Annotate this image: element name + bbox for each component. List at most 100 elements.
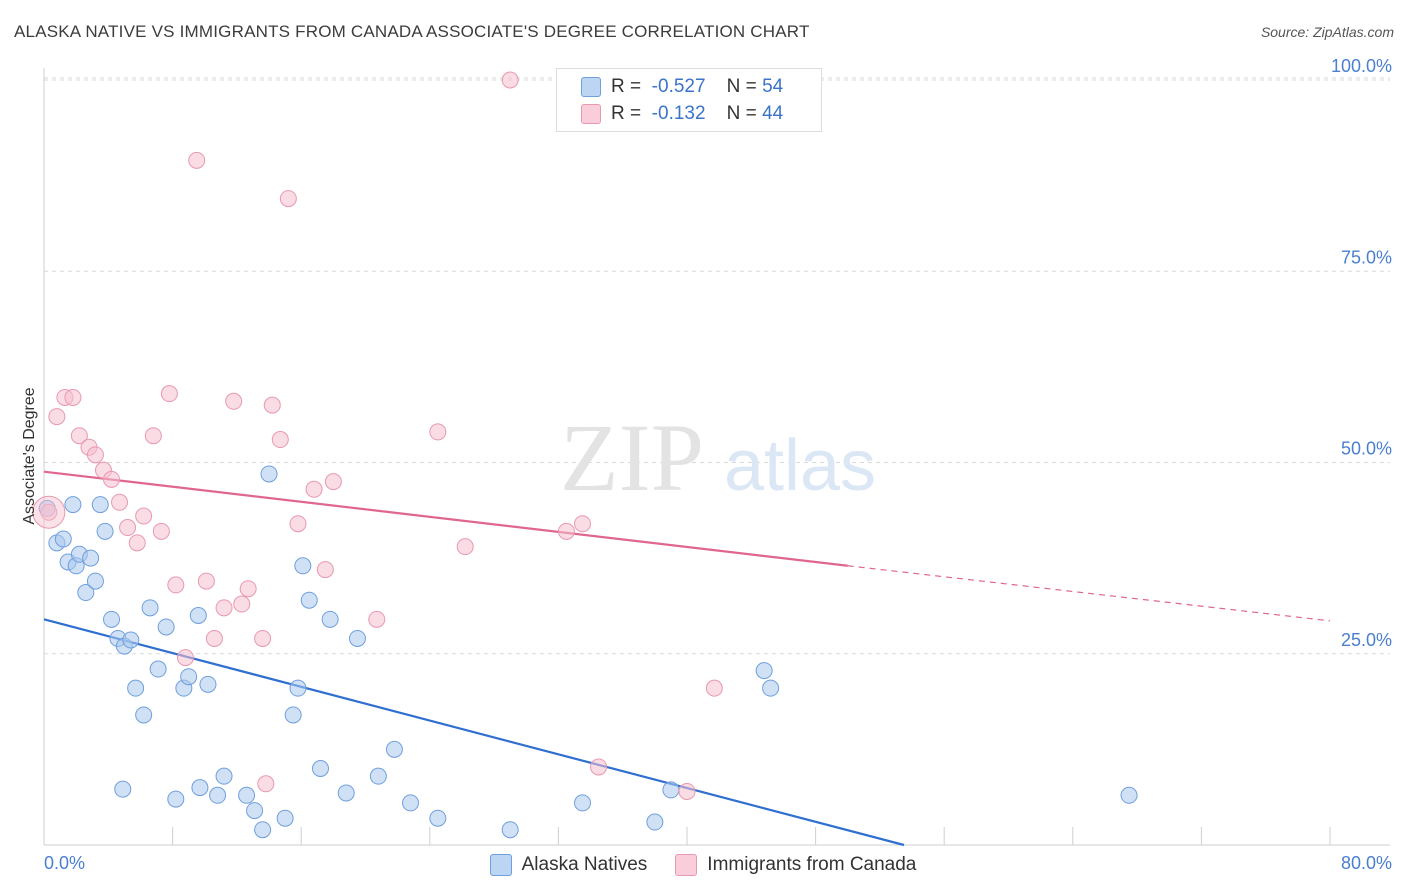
x-tick-label-max: 80.0% <box>1341 853 1392 873</box>
alaska-natives-point <box>54 530 72 548</box>
alaska-natives-point <box>82 549 100 567</box>
alaska-natives-point <box>284 706 302 724</box>
immigrants-canada-point <box>128 534 146 552</box>
grid-lines <box>44 77 1390 655</box>
immigrants-canada-point <box>557 522 575 540</box>
immigrants-canada-point <box>205 629 223 647</box>
legend-row-alaska: R = -0.527 N = 54 <box>581 75 783 99</box>
r-value: -0.527 <box>651 76 706 97</box>
immigrants-canada-point <box>48 408 66 426</box>
immigrants-canada-point <box>144 427 162 445</box>
alaska-natives-point <box>209 786 227 804</box>
immigrants-canada-point <box>167 576 185 594</box>
immigrants-canada-point <box>254 629 272 647</box>
legend-item-immigrants-canada[interactable]: Immigrants from Canada <box>675 854 916 876</box>
alaska-natives-point <box>574 794 592 812</box>
alaska-natives-point <box>246 802 264 820</box>
alaska-natives-point <box>167 790 185 808</box>
alaska-natives-point <box>276 809 294 827</box>
alaska-natives-point <box>311 760 329 777</box>
immigrants-canada-point <box>305 480 323 498</box>
immigrants-canada-point <box>40 503 58 521</box>
immigrants-canada-point <box>119 519 137 537</box>
alaska-natives-point <box>1120 786 1138 804</box>
immigrants-canada-point <box>64 388 82 406</box>
immigrants-canada-point <box>233 595 251 613</box>
legend-label: Immigrants from Canada <box>707 854 917 875</box>
alaska-natives-trend-line <box>43 618 905 847</box>
alaska-natives-point <box>294 557 312 575</box>
immigrants-canada-point <box>160 385 178 403</box>
immigrants-canada-point <box>188 151 206 169</box>
immigrants-canada-point <box>176 649 194 667</box>
alaska-natives-point <box>157 618 175 636</box>
immigrants-canada-point <box>456 538 474 556</box>
alaska-natives-point <box>91 496 109 514</box>
immigrants-canada-point <box>152 522 170 540</box>
r-label: R = <box>611 103 642 124</box>
legend-item-alaska-natives[interactable]: Alaska Natives <box>489 854 648 876</box>
y-tick-label: 100.0% <box>1331 56 1392 76</box>
immigrants-canada-point <box>590 758 608 776</box>
immigrants-canada-trend-extension <box>847 565 1331 622</box>
r-value: -0.132 <box>651 103 706 124</box>
immigrants-canada-point <box>574 515 592 533</box>
watermark-atlas: atlas <box>724 426 876 506</box>
immigrants-canada-point <box>324 473 342 491</box>
immigrants-canada-point <box>705 679 723 697</box>
alaska-natives-point <box>149 660 167 678</box>
alaska-natives-point <box>402 794 420 812</box>
canada-swatch <box>581 104 601 124</box>
immigrants-canada-point <box>239 580 257 598</box>
immigrants-canada-point <box>225 392 243 410</box>
immigrants-canada-point <box>86 446 104 464</box>
alaska-natives-point <box>289 679 307 697</box>
alaska-natives-point <box>180 668 198 686</box>
immigrants-canada-point <box>279 190 297 208</box>
n-value: 54 <box>762 76 784 97</box>
tick-labels: 25.0% 50.0% 75.0% 100.0% 0.0% 80.0% <box>44 56 1392 873</box>
legend-label: Alaska Natives <box>521 854 648 875</box>
alaska-natives-point <box>86 572 104 590</box>
y-tick-label: 25.0% <box>1341 630 1392 650</box>
alaska-natives-point <box>662 781 680 799</box>
alaska-natives-point <box>135 706 153 724</box>
alaska-natives-point <box>191 779 209 797</box>
n-label: N = <box>726 103 757 124</box>
alaska-natives-point <box>762 679 780 697</box>
immigrants-canada-point <box>678 782 696 800</box>
immigrants-canada-point <box>70 427 88 445</box>
alaska-natives-point <box>348 629 366 647</box>
watermark-zip: ZIP <box>560 404 704 511</box>
alaska-natives-point <box>215 767 233 785</box>
n-value: 44 <box>762 103 784 124</box>
alaska-natives-point <box>300 591 318 609</box>
alaska-natives-point <box>646 813 664 831</box>
alaska-natives-point <box>254 821 272 839</box>
alaska-natives-swatch <box>489 854 512 876</box>
alaska-natives-point <box>369 767 387 785</box>
axes <box>43 68 1390 846</box>
immigrants-canada-trend-line <box>43 470 848 567</box>
alaska-natives-point <box>114 780 132 798</box>
immigrants-canada-swatch <box>675 854 698 876</box>
immigrants-canada-point <box>215 599 233 617</box>
immigrants-canada-point <box>316 561 334 579</box>
immigrants-canada-point <box>501 71 519 89</box>
alaska-natives-point <box>103 610 121 628</box>
alaska-natives-point <box>385 740 403 758</box>
immigrants-canada-point <box>289 515 307 533</box>
immigrants-canada-point <box>263 396 281 414</box>
alaska-natives-point <box>122 631 140 649</box>
alaska-natives-point <box>127 679 145 697</box>
alaska-natives-point <box>321 610 339 628</box>
series-legend: Alaska Natives Immigrants from Canada <box>0 852 1406 878</box>
source-note: Source: ZipAtlas.com <box>1260 24 1394 40</box>
chart-title: ALASKA NATIVE VS IMMIGRANTS FROM CANADA … <box>14 22 810 41</box>
alaska-natives-point <box>96 522 114 540</box>
n-label: N = <box>726 76 757 97</box>
alaska-natives-point <box>199 675 217 693</box>
immigrants-canada-point <box>111 493 129 511</box>
alaska-swatch <box>581 77 601 97</box>
alaska-natives-point <box>77 584 95 602</box>
